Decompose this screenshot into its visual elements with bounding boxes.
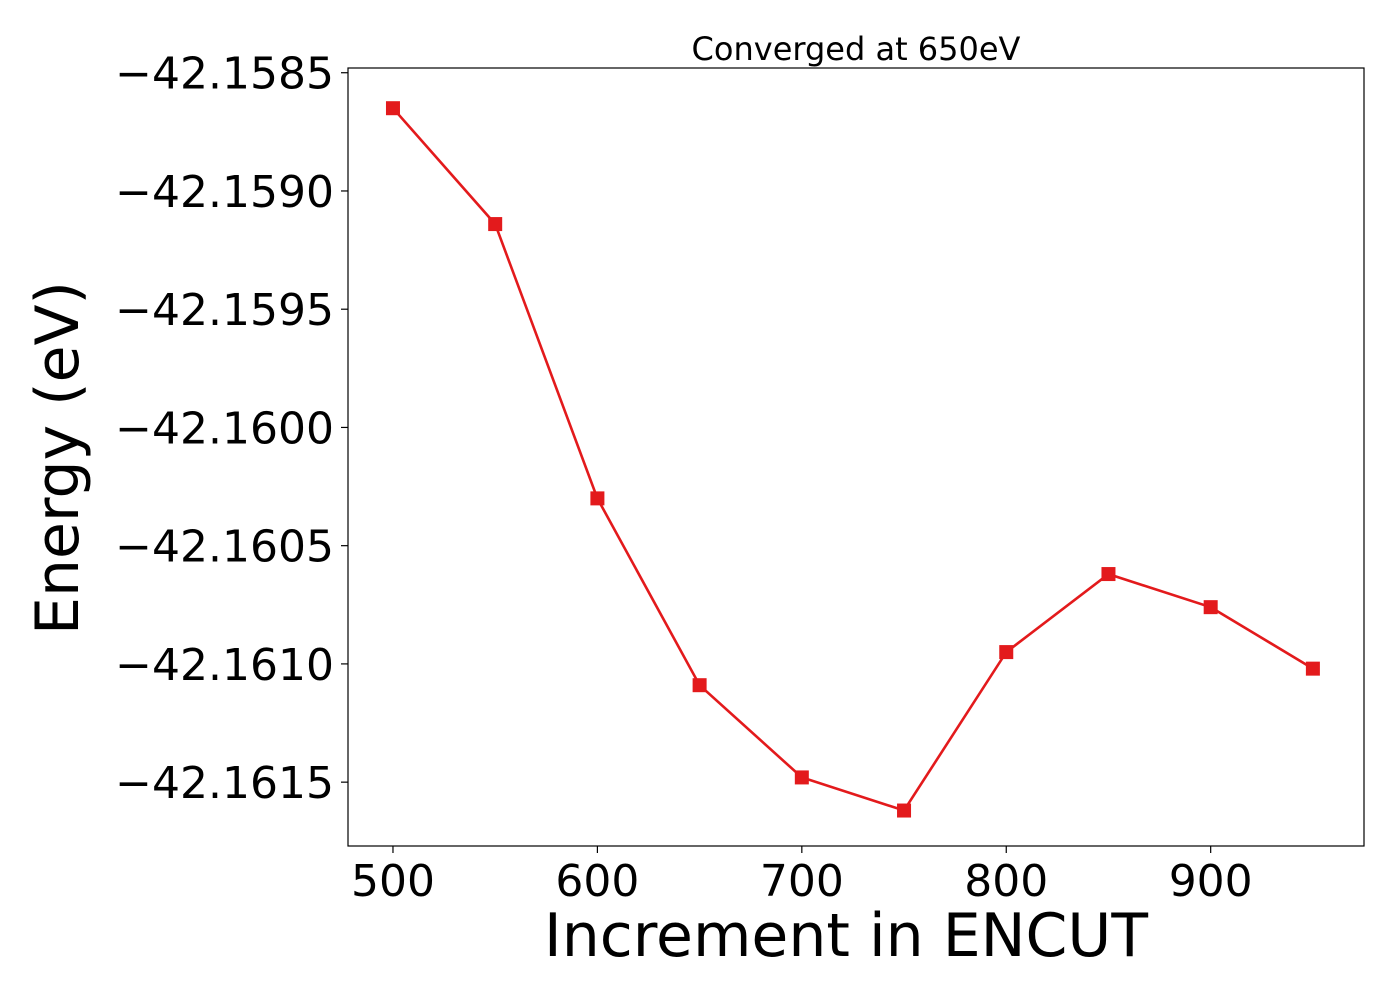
data-point-marker (897, 803, 912, 818)
y-tick-label: −42.1615 (115, 758, 334, 809)
data-point-marker (794, 770, 809, 785)
series-line (392, 107, 1314, 813)
y-tick-label: −42.1585 (115, 49, 334, 100)
chart-title: Converged at 650eV (692, 30, 1021, 68)
data-point-marker (488, 217, 503, 232)
plot-area-frame (347, 67, 1365, 847)
data-point-marker (1305, 661, 1320, 676)
data-point-marker (1203, 600, 1218, 615)
y-tick-label: −42.1610 (115, 640, 334, 691)
data-point-marker (590, 491, 605, 506)
y-tick-label: −42.1590 (115, 167, 334, 218)
data-point-marker (692, 678, 707, 693)
x-tick-label: 800 (964, 856, 1048, 907)
data-point-marker (385, 101, 400, 116)
y-axis-label: Energy (eV) (23, 281, 93, 635)
y-tick-label: −42.1595 (115, 285, 334, 336)
data-point-marker (1101, 567, 1116, 582)
x-tick-label: 700 (760, 856, 844, 907)
y-tick-label: −42.1600 (115, 403, 334, 454)
y-axis-ticks: −42.1585 −42.1590 −42.1595 −42.1600 −42.1605… (115, 49, 348, 809)
x-tick-label: 600 (555, 856, 639, 907)
y-tick-label: −42.1605 (115, 522, 334, 573)
data-point-marker (999, 645, 1014, 660)
x-tick-label: 500 (351, 856, 435, 907)
x-axis-ticks: 500 600 700 800 900 (351, 846, 1253, 907)
series-layer (385, 101, 1320, 818)
x-axis-label: Increment in ENCUT (544, 901, 1148, 971)
x-tick-label: 900 (1169, 856, 1253, 907)
